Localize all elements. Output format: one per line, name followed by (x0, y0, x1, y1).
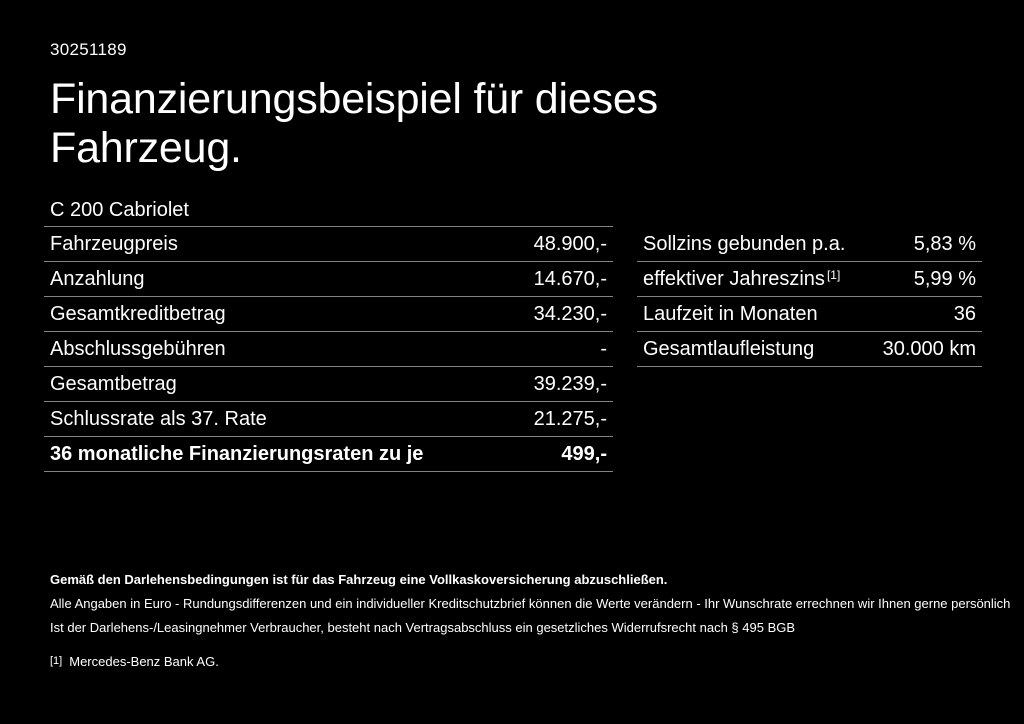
row-anzahlung: Anzahlung 14.670,- (44, 262, 613, 297)
row-label: Gesamtkreditbetrag (50, 302, 226, 325)
row-schlussrate: Schlussrate als 37. Rate 21.275,- (44, 402, 613, 437)
row-finanzierungsraten: 36 monatliche Finanzierungsraten zu je 4… (44, 437, 613, 472)
finance-table-right: Sollzins gebunden p.a. 5,83 % effektiver… (637, 195, 982, 367)
footnote-bank: [1] Mercedes-Benz Bank AG. (50, 649, 982, 674)
euro-rounding-note: Alle Angaben in Euro - Rundungsdifferenz… (50, 596, 1011, 611)
insurance-note: Gemäß den Darlehensbedingungen ist für d… (50, 572, 668, 587)
row-label: Laufzeit in Monaten (643, 302, 818, 325)
row-value: 36 (953, 302, 976, 325)
row-value: 21.275,- (533, 407, 607, 430)
row-label: 36 monatliche Finanzierungsraten zu je (50, 442, 424, 465)
row-value: 30.000 km (882, 337, 976, 360)
row-laufzeit: Laufzeit in Monaten 36 (637, 297, 982, 332)
row-label-text: effektiver Jahreszins (643, 267, 825, 290)
row-value: 499,- (561, 442, 607, 465)
row-value: 39.239,- (533, 372, 607, 395)
row-label: Sollzins gebunden p.a. (643, 232, 846, 255)
row-value: 14.670,- (533, 267, 607, 290)
withdrawal-right-note: Ist der Darlehens-/Leasingnehmer Verbrau… (50, 620, 796, 635)
footnote-ref-icon: [1] (826, 267, 841, 282)
row-value: - (600, 337, 607, 360)
row-label: Abschlussgebühren (50, 337, 226, 360)
footnote-text: Mercedes-Benz Bank AG. (69, 654, 219, 669)
row-value: 5,99 % (913, 267, 976, 290)
row-gesamtkreditbetrag: Gesamtkreditbetrag 34.230,- (44, 297, 613, 332)
row-value: 48.900,- (533, 232, 607, 255)
document-id: 30251189 (50, 40, 127, 59)
row-fahrzeugpreis: Fahrzeugpreis 48.900,- (44, 227, 613, 262)
vehicle-model: C 200 Cabriolet (44, 195, 613, 227)
row-abschlussgebuehren: Abschlussgebühren - (44, 332, 613, 367)
finance-tables: C 200 Cabriolet Fahrzeugpreis 48.900,- A… (44, 195, 982, 472)
row-label: Gesamtbetrag (50, 372, 177, 395)
row-gesamtbetrag: Gesamtbetrag 39.239,- (44, 367, 613, 402)
row-gesamtlaufleistung: Gesamtlaufleistung 30.000 km (637, 332, 982, 367)
footer-notes: Gemäß den Darlehensbedingungen ist für d… (50, 568, 1011, 674)
row-label: Schlussrate als 37. Rate (50, 407, 267, 430)
row-label: effektiver Jahreszins [1] (643, 268, 840, 291)
row-sollzins: Sollzins gebunden p.a. 5,83 % (637, 227, 982, 262)
row-label: Fahrzeugpreis (50, 232, 178, 255)
row-label: Gesamtlaufleistung (643, 337, 815, 360)
page-title: Finanzierungsbeispiel für dieses Fahrzeu… (50, 75, 658, 172)
row-effektiver-jahreszins: effektiver Jahreszins [1] 5,99 % (637, 262, 982, 297)
finance-table-left: C 200 Cabriolet Fahrzeugpreis 48.900,- A… (44, 195, 613, 472)
row-label: Anzahlung (50, 267, 145, 290)
row-value: 5,83 % (913, 232, 976, 255)
footnote-marker: [1] (50, 655, 63, 667)
row-value: 34.230,- (533, 302, 607, 325)
